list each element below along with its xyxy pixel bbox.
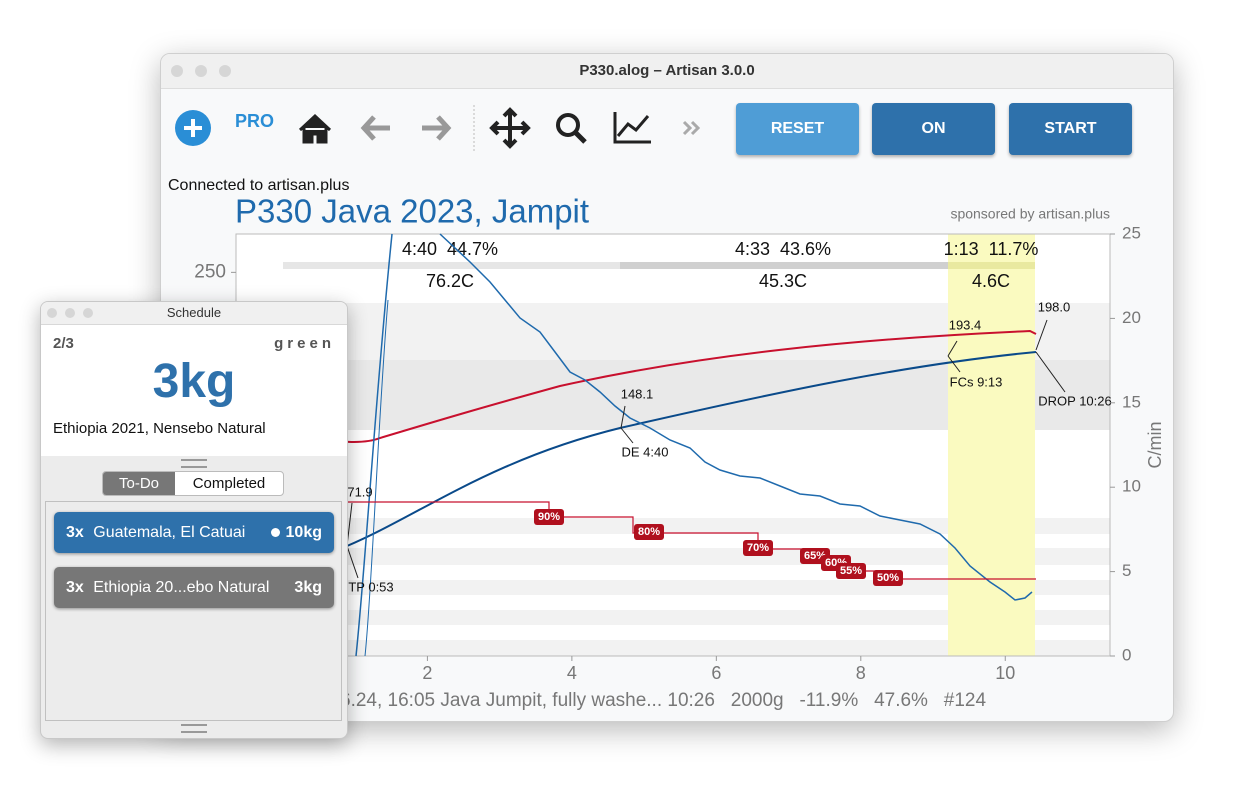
y2-tick-label: 10 (1122, 477, 1141, 496)
item-weight: 10kg (285, 524, 322, 541)
item-count: 3x (66, 524, 84, 541)
annotation-lines (346, 319, 1066, 579)
chart-title: P330 Java 2023, Jampit (235, 193, 589, 230)
zoom-button[interactable] (83, 308, 93, 318)
annotation: FCs 9:13 (950, 374, 1003, 389)
y2-tick-label: 20 (1122, 308, 1141, 327)
phase-delta: 45.3C (759, 271, 807, 291)
reset-button[interactable]: RESET (736, 103, 859, 155)
item-name: Ethiopia 20...ebo Natural (93, 579, 270, 596)
schedule-window: Schedule 2/3 green 3kg Ethiopia 2021, Ne… (40, 301, 348, 739)
minimize-button[interactable] (195, 65, 207, 77)
close-button[interactable] (171, 65, 183, 77)
schedule-header (41, 325, 347, 456)
x-tick-label: 4 (567, 663, 577, 683)
percent-tag-bg (873, 570, 903, 586)
toolbar-icons[interactable] (175, 105, 701, 152)
phase-time: 4:33 43.6% (735, 239, 831, 259)
percent-tag-bg (534, 509, 564, 525)
sponsor-text: sponsored by artisan.plus (950, 206, 1110, 222)
close-button[interactable] (47, 308, 57, 318)
percent-tag: 70% (747, 542, 769, 554)
x-tick-label: 6 (711, 663, 721, 683)
tab-completed[interactable]: Completed (192, 475, 266, 492)
annotation: DE 4:40 (622, 444, 669, 459)
item-count: 3x (66, 579, 84, 596)
percent-tag-bg (634, 524, 664, 540)
item-list: 3x Guatemala, El Catuai 10kg 3x Ethiopia… (45, 501, 342, 721)
tabs: To-Do Completed (102, 471, 284, 496)
annotation: 198.0 (1038, 299, 1071, 314)
schedule-weight: 3kg (152, 355, 236, 408)
percent-tag-bg (836, 563, 866, 579)
schedule-item[interactable]: 3x Guatemala, El Catuai 10kg (54, 512, 334, 553)
percent-tag: 55% (840, 565, 862, 577)
schedule-position: 2/3 (53, 335, 74, 352)
minimize-button[interactable] (65, 308, 75, 318)
item-name: Guatemala, El Catuai (93, 524, 246, 541)
phase-time: 4:40 44.7% (402, 239, 498, 259)
percent-tag: 50% (877, 572, 899, 584)
window-title: P330.alog – Artisan 3.0.0 (579, 62, 755, 79)
schedule-item[interactable]: 3x Ethiopia 20...ebo Natural 3kg (54, 567, 334, 608)
y2-tick-label: 15 (1122, 392, 1141, 411)
zoom-button[interactable] (219, 65, 231, 77)
item-weight: 3kg (294, 579, 322, 596)
phase-delta: 4.6C (972, 271, 1010, 291)
splitter[interactable] (181, 724, 207, 733)
y2-axis-label: C/min (1145, 421, 1165, 468)
start-button[interactable]: START (1009, 103, 1132, 155)
y2-tick-label: 0 (1122, 645, 1131, 664)
y2-tick-label: 25 (1122, 223, 1141, 242)
annotation: TP 0:53 (348, 579, 393, 594)
percent-tag-bg (743, 540, 773, 556)
phase-time: 1:13 11.7% (944, 239, 1039, 259)
on-button[interactable]: ON (872, 103, 995, 155)
percent-tag: 80% (638, 526, 660, 538)
plot-background (235, 233, 1111, 657)
title-bar: P330.alog – Artisan 3.0.0 (161, 54, 1173, 89)
phase-delta: 76.2C (426, 271, 474, 291)
schedule-tag: green (274, 335, 335, 352)
schedule-name: Ethiopia 2021, Nensebo Natural (53, 420, 266, 437)
schedule-title: Schedule (166, 305, 222, 320)
pro-label[interactable]: PRO (235, 111, 275, 131)
x-tick-label: 2 (422, 663, 432, 683)
splitter[interactable] (181, 459, 207, 468)
annotation: DROP 10:26 (1038, 393, 1111, 408)
status-text: Connected to artisan.plus (168, 177, 350, 194)
y2-tick-label: 5 (1122, 561, 1131, 580)
footer-text: 6.24, 16:05 Java Jumpit, fully washe... … (340, 690, 986, 711)
annotation: 148.1 (621, 386, 654, 401)
schedule-title-bar: Schedule (41, 302, 347, 325)
y-tick-label: 250 (194, 261, 226, 282)
tab-todo[interactable]: To-Do (103, 472, 175, 495)
x-tick-label: 10 (995, 663, 1015, 683)
annotation: 71.9 (347, 484, 372, 499)
annotation: 193.4 (949, 317, 982, 332)
percent-tag: 65% (804, 550, 826, 562)
percent-tag: 90% (538, 511, 560, 523)
x-tick-label: 8 (856, 663, 866, 683)
